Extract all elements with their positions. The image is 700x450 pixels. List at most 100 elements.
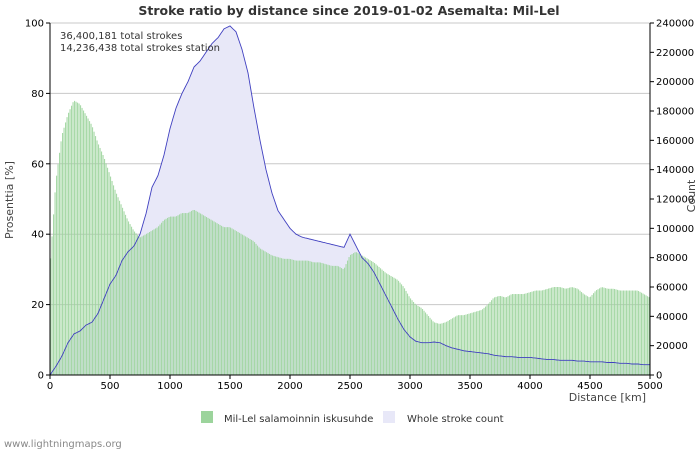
ratio-bar [507, 296, 509, 375]
ratio-bar [332, 265, 334, 375]
ratio-bar [83, 110, 85, 375]
ratio-bar [99, 147, 101, 375]
ratio-bar [470, 313, 472, 375]
ratio-bar [401, 284, 403, 375]
ratio-bar [644, 294, 646, 375]
ratio-bar [135, 233, 137, 375]
ratio-bar [341, 268, 343, 375]
ratio-bar [432, 321, 434, 375]
ratio-bar [393, 277, 395, 375]
ratio-bar [279, 257, 281, 375]
ratio-bar [276, 256, 278, 375]
ratio-bar [156, 227, 158, 375]
plot-area [49, 22, 651, 376]
ratio-bar [522, 294, 524, 375]
y-right-tick-label: 60000 [656, 283, 688, 294]
ratio-bar [426, 314, 428, 375]
ratio-bar [642, 293, 644, 375]
ratio-bar [350, 254, 352, 375]
ratio-bar [207, 217, 209, 375]
ratio-bar [443, 322, 445, 375]
y-right-tick-label: 100000 [656, 224, 694, 235]
ratio-bar [437, 323, 439, 375]
ratio-bar [60, 141, 62, 375]
ratio-bar [243, 235, 245, 375]
ratio-bar [446, 321, 448, 375]
ratio-bar [390, 276, 392, 375]
x-tick-label: 2500 [337, 381, 362, 392]
ratio-bar [509, 295, 511, 375]
ratio-bar [255, 243, 257, 375]
ratio-bar [348, 257, 350, 375]
ratio-bar [464, 314, 466, 375]
ratio-bar [212, 220, 214, 375]
ratio-bar [579, 290, 581, 375]
ratio-bar [441, 323, 443, 375]
ratio-bar [57, 164, 59, 375]
ratio-bar [167, 217, 169, 375]
ratio-bar [440, 323, 442, 375]
ratio-bar [126, 218, 128, 375]
ratio-bar [486, 305, 488, 375]
ratio-bar [254, 242, 256, 375]
ratio-bar [93, 131, 95, 375]
ratio-bar [315, 262, 317, 375]
ratio-bar [287, 258, 289, 375]
ratio-bar [198, 212, 200, 375]
ratio-bar [630, 290, 632, 375]
ratio-bar [51, 236, 53, 375]
ratio-bar [572, 287, 574, 375]
ratio-bar [531, 291, 533, 375]
ratio-bar [561, 287, 563, 375]
ratio-bar [132, 229, 134, 375]
ratio-bar [222, 226, 224, 375]
ratio-bar [302, 260, 304, 375]
ratio-bar [278, 257, 280, 375]
ratio-bar [387, 274, 389, 375]
ratio-bar [612, 288, 614, 375]
ratio-bar [150, 231, 152, 375]
ratio-bar [63, 127, 65, 375]
ratio-bar [368, 259, 370, 375]
ratio-bar [218, 224, 220, 375]
ratio-bar [483, 307, 485, 375]
ratio-bar [570, 287, 572, 375]
ratio-bar [257, 245, 259, 375]
ratio-bar [129, 224, 131, 375]
ratio-bar [518, 294, 520, 375]
ratio-bar [258, 247, 260, 375]
ratio-bar [594, 291, 596, 375]
ratio-bar [485, 306, 487, 375]
y-right-tick-label: 160000 [656, 136, 694, 147]
ratio-bar [425, 312, 427, 375]
ratio-bar [137, 235, 139, 375]
ratio-bar [81, 107, 83, 376]
ratio-bar [116, 193, 118, 375]
ratio-bar [230, 227, 232, 375]
ratio-bar [324, 263, 326, 375]
ratio-bar [113, 185, 115, 375]
ratio-bar [308, 260, 310, 375]
ratio-bar [108, 172, 110, 375]
x-tick-label: 2000 [277, 381, 302, 392]
ratio-bar [339, 267, 341, 375]
ratio-bar [633, 290, 635, 375]
ratio-bar [624, 290, 626, 375]
ratio-bar [614, 288, 616, 375]
ratio-bar [104, 158, 106, 375]
ratio-bar [338, 266, 340, 375]
ratio-bar [548, 288, 550, 375]
ratio-bar [489, 301, 491, 375]
ratio-bar [65, 122, 67, 375]
ratio-bar [120, 204, 122, 375]
ratio-bar [248, 238, 250, 375]
ratio-bar [482, 309, 484, 375]
ratio-bar [648, 297, 650, 375]
ratio-bar [459, 315, 461, 375]
y-right-tick-label: 40000 [656, 312, 688, 323]
ratio-bar [111, 180, 113, 375]
ratio-bar [231, 228, 233, 375]
ratio-bar [632, 290, 634, 375]
ratio-bar [239, 232, 241, 375]
ratio-bar [177, 215, 179, 375]
